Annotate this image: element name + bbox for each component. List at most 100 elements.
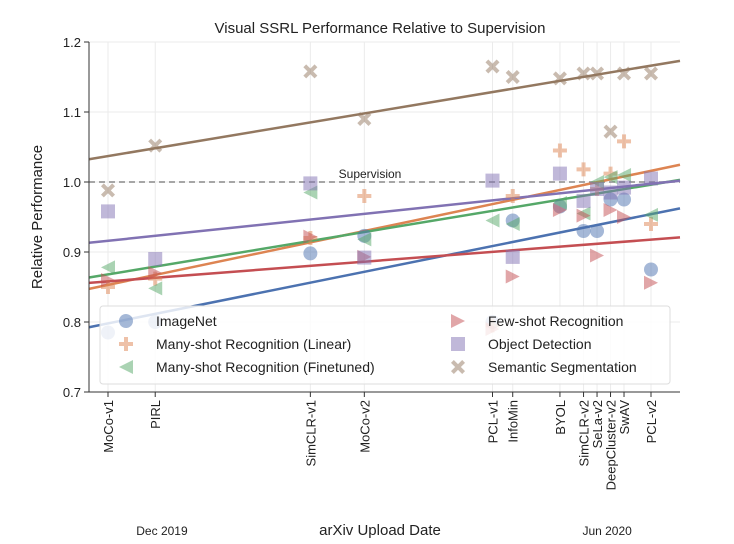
- point-many-shot-recognition-finetuned: [357, 232, 372, 247]
- point-semantic-segmentation: [357, 111, 372, 127]
- point-many-shot-recognition-finetuned: [101, 260, 115, 275]
- point-object-detection: [644, 171, 658, 186]
- point-semantic-segmentation: [603, 124, 618, 139]
- point-object-detection: [485, 173, 500, 188]
- x-tick-label: SeLa-v2: [590, 400, 605, 448]
- point-many-shot-recognition-linear: [644, 217, 658, 231]
- point-object-detection: [357, 250, 372, 265]
- y-axis-label: Relative Performance: [29, 145, 46, 289]
- point-few-shot-recognition: [603, 203, 618, 217]
- y-tick-label: 0.7: [63, 385, 81, 400]
- supervision-label: Supervision: [339, 167, 402, 181]
- x-tick-label: DeepCluster-v2: [604, 400, 619, 490]
- point-imagenet: [303, 246, 318, 261]
- x-tick-label: MoCo-v2: [357, 400, 372, 453]
- point-object-detection: [303, 176, 318, 191]
- y-tick-label: 1.0: [63, 175, 81, 190]
- point-many-shot-recognition-linear: [576, 162, 591, 177]
- y-tick-label: 1.2: [63, 35, 81, 50]
- point-object-detection: [101, 204, 115, 219]
- point-many-shot-recognition-finetuned: [485, 213, 500, 228]
- point-few-shot-recognition: [505, 269, 520, 284]
- y-tick-label: 0.8: [63, 315, 81, 330]
- trend-line-many-shot-recognition-linear: [88, 163, 681, 291]
- x-tick-label: PCL-v1: [485, 400, 500, 443]
- x-tick-label: PCL-v2: [644, 400, 659, 443]
- point-few-shot-recognition: [303, 229, 318, 244]
- legend: ImageNet Few-shot Recognition Many-shot Re…: [99, 305, 671, 385]
- point-object-detection: [148, 252, 163, 266]
- x-tick-label: SimCLR-v1: [303, 400, 318, 466]
- point-imagenet: [576, 224, 591, 238]
- point-few-shot-recognition: [148, 266, 163, 280]
- trend-line-object-detection: [88, 179, 681, 245]
- date-label: Dec 2019: [136, 524, 188, 538]
- x-tick-label: BYOL: [553, 400, 568, 435]
- x-tick-label: PIRL: [148, 400, 163, 429]
- point-many-shot-recognition-finetuned: [617, 168, 632, 182]
- point-few-shot-recognition: [590, 248, 605, 263]
- point-many-shot-recognition-linear: [505, 189, 520, 203]
- point-imagenet: [617, 192, 632, 207]
- trend-line-few-shot-recognition: [88, 236, 681, 285]
- y-tick-label: 0.9: [63, 245, 81, 260]
- point-few-shot-recognition: [552, 203, 567, 217]
- point-many-shot-recognition-finetuned: [603, 170, 618, 185]
- legend-label-object-detection: Object Detection: [488, 336, 592, 352]
- point-semantic-segmentation: [485, 59, 500, 74]
- point-many-shot-recognition-finetuned: [505, 217, 520, 231]
- legend-marker-semantic-segmentation: [450, 359, 466, 375]
- data-points: [100, 59, 659, 340]
- point-many-shot-recognition-finetuned: [644, 207, 658, 222]
- x-tick-label: SimCLR-v2: [577, 400, 592, 466]
- point-many-shot-recognition-finetuned: [552, 196, 567, 210]
- point-semantic-segmentation: [617, 66, 632, 81]
- point-imagenet: [590, 224, 605, 238]
- x-tick-label: SwAV: [617, 400, 632, 435]
- legend-box: [99, 305, 671, 385]
- x-tick-label: MoCo-v1: [101, 400, 116, 453]
- legend-label-semantic-segmentation: Semantic Segmentation: [488, 359, 637, 375]
- point-imagenet: [644, 262, 658, 277]
- point-few-shot-recognition: [576, 208, 591, 223]
- supervision-reference: Supervision: [89, 167, 680, 183]
- point-few-shot-recognition: [617, 210, 632, 224]
- x-ticks: MoCo-v1 PIRL SimCLR-v1 MoCo-v2 PCL-v1 InfoMin…: [101, 392, 659, 490]
- point-semantic-segmentation: [505, 69, 520, 85]
- x-tick-label: InfoMin: [506, 400, 521, 443]
- legend-label-many-shot-recognition-finetuned: Many-shot Recognition (Finetuned): [156, 359, 375, 375]
- point-many-shot-recognition-finetuned: [148, 281, 163, 296]
- y-tick-label: 1.1: [63, 105, 81, 120]
- point-object-detection: [590, 182, 605, 196]
- date-labels: Dec 2019 Jun 2020: [136, 524, 632, 538]
- point-few-shot-recognition: [101, 273, 115, 287]
- point-semantic-segmentation: [590, 66, 605, 81]
- point-object-detection: [603, 185, 618, 200]
- trend-line-semantic-segmentation: [88, 59, 681, 161]
- legend-label-many-shot-recognition-linear: Many-shot Recognition (Linear): [156, 336, 351, 352]
- point-object-detection: [505, 249, 520, 264]
- legend-marker-many-shot-recognition-linear: [119, 337, 133, 351]
- chart-title: Visual SSRL Performance Relative to Supe…: [215, 20, 546, 37]
- y-ticks: 0.7 0.8 0.9 1.0 1.1 1.2: [63, 35, 89, 400]
- point-object-detection: [552, 166, 567, 181]
- point-semantic-segmentation: [552, 71, 567, 86]
- point-object-detection: [617, 180, 632, 195]
- point-object-detection: [576, 193, 591, 208]
- legend-label-imagenet: ImageNet: [156, 313, 217, 329]
- legend-marker-object-detection: [451, 337, 465, 351]
- legend-marker-many-shot-recognition-finetuned: [119, 360, 133, 374]
- point-many-shot-recognition-linear: [357, 189, 372, 203]
- date-label: Jun 2020: [582, 524, 632, 538]
- legend-marker-few-shot-recognition: [451, 314, 465, 328]
- legend-label-few-shot-recognition: Few-shot Recognition: [488, 313, 623, 329]
- point-few-shot-recognition: [644, 275, 658, 290]
- point-semantic-segmentation: [100, 183, 116, 198]
- x-axis-label: arXiv Upload Date: [319, 522, 441, 539]
- point-many-shot-recognition-linear: [617, 134, 632, 149]
- legend-marker-imagenet: [119, 314, 133, 328]
- point-semantic-segmentation: [303, 64, 318, 79]
- point-semantic-segmentation: [576, 66, 591, 81]
- point-semantic-segmentation: [643, 66, 659, 81]
